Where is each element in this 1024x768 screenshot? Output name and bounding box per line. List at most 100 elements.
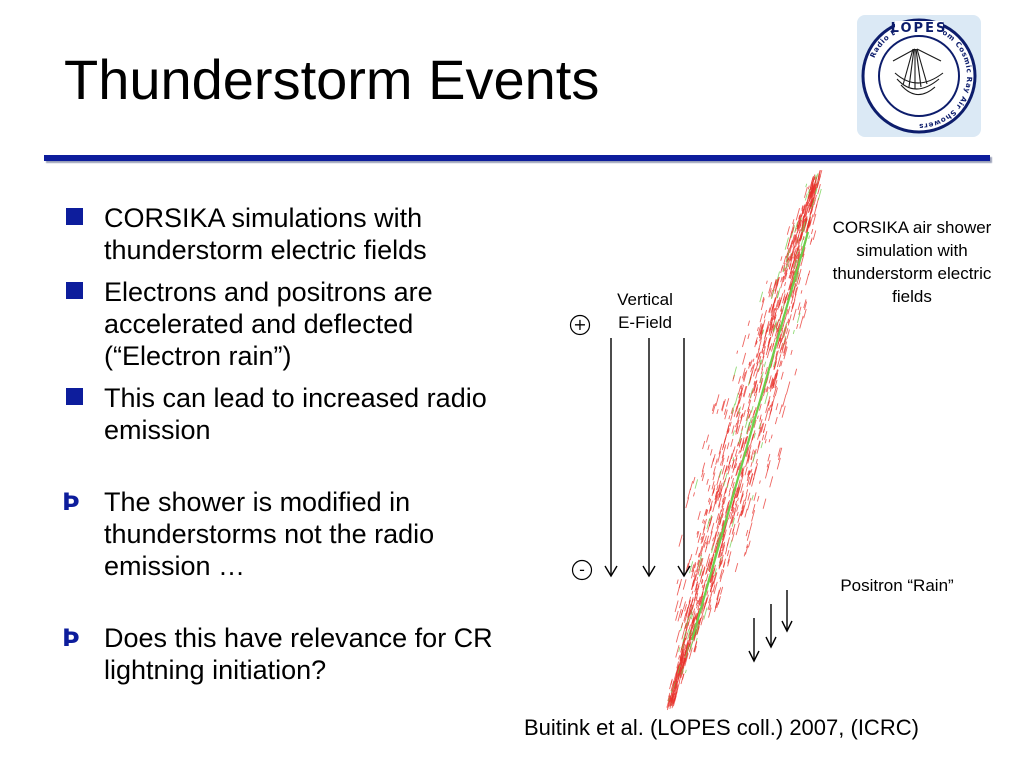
particle-track: [812, 230, 817, 240]
particle-track: [736, 505, 739, 512]
particle-track: [784, 308, 789, 320]
particle-track: [735, 419, 740, 433]
particle-track: [711, 484, 716, 497]
particle-track: [707, 599, 712, 611]
particle-track: [735, 423, 738, 428]
particle-track: [709, 604, 712, 611]
particle-track: [684, 631, 687, 640]
particle-track: [744, 508, 748, 518]
particle-track: [753, 450, 756, 455]
particle-track: [693, 570, 696, 578]
particle-track: [720, 586, 724, 595]
particle-track: [762, 352, 765, 359]
particle-track: [678, 646, 681, 652]
particle-track: [713, 537, 716, 543]
particle-track: [729, 506, 734, 519]
particle-track: [712, 543, 717, 557]
particle-track: [777, 299, 781, 310]
particle-track: [793, 250, 796, 256]
particle-track: [800, 253, 805, 267]
particle-track: [770, 401, 773, 408]
particle-track: [769, 476, 774, 488]
particle-track: [735, 411, 739, 418]
particle-track: [765, 320, 770, 334]
particle-track: [731, 425, 735, 434]
particle-track: [817, 183, 821, 195]
particle-track: [759, 359, 762, 365]
particle-track: [747, 399, 752, 411]
particle-track: [796, 221, 799, 228]
particle-track: [732, 488, 735, 494]
particle-track: [796, 242, 800, 253]
particle-track: [673, 680, 678, 692]
particle-track: [731, 510, 736, 524]
particle-track: [697, 554, 702, 568]
particle-track: [754, 407, 757, 411]
particle-track: [769, 303, 773, 313]
particle-track: [693, 623, 696, 628]
particle-track: [792, 268, 797, 278]
particle-track: [713, 572, 718, 585]
particle-track: [713, 564, 716, 571]
particle-track: [688, 624, 691, 630]
particle-track: [768, 288, 772, 298]
particle-track: [775, 329, 779, 339]
particle-track: [686, 616, 690, 627]
particle-track: [745, 435, 748, 440]
particle-track: [740, 437, 745, 450]
particle-track: [753, 393, 758, 403]
particle-track: [734, 562, 739, 573]
particle-track: [682, 631, 687, 642]
particle-track: [702, 526, 706, 536]
particle-track: [783, 255, 787, 265]
particle-track: [708, 531, 713, 545]
particle-track: [700, 570, 704, 579]
particle-track: [718, 494, 723, 507]
particle-track: [700, 615, 704, 626]
particle-track: [713, 572, 717, 583]
particle-track: [786, 258, 790, 269]
particle-track: [809, 198, 814, 210]
particle-track: [716, 485, 719, 491]
particle-track: [789, 285, 792, 291]
particle-track: [695, 637, 698, 642]
particle-track: [761, 350, 764, 354]
particle-track: [743, 552, 746, 557]
particle-track: [716, 602, 719, 609]
particle-track: [727, 476, 731, 485]
particle-track: [774, 327, 778, 337]
particle-track: [816, 182, 819, 186]
particle-track: [751, 510, 756, 522]
particle-track: [806, 192, 811, 204]
particle-track: [685, 609, 689, 617]
particle-track: [793, 246, 796, 250]
particle-track: [754, 339, 758, 348]
particle-track: [720, 559, 724, 565]
particle-track: [807, 202, 811, 209]
particle-track: [753, 466, 757, 476]
particle-track: [811, 182, 814, 186]
particle-track: [688, 596, 692, 603]
particle-track: [744, 466, 748, 476]
particle-track: [676, 579, 679, 585]
particle-track: [684, 622, 687, 630]
particle-track: [710, 522, 715, 534]
particle-track: [760, 330, 764, 338]
particle-track: [691, 611, 696, 625]
particle-track: [712, 537, 715, 542]
particle-track: [802, 201, 808, 214]
particle-track: [785, 327, 789, 334]
particle-track: [802, 215, 805, 220]
particle-track: [719, 554, 724, 567]
particle-track: [731, 517, 736, 527]
particle-track: [760, 396, 763, 401]
particle-track: [674, 688, 679, 698]
particle-track: [684, 609, 689, 623]
particle-track: [808, 189, 811, 194]
particle-track: [741, 367, 746, 379]
particle-track: [789, 245, 793, 254]
particle-track: [708, 516, 713, 527]
particle-track: [727, 500, 731, 507]
particle-track: [718, 547, 722, 556]
particle-track: [750, 367, 753, 373]
